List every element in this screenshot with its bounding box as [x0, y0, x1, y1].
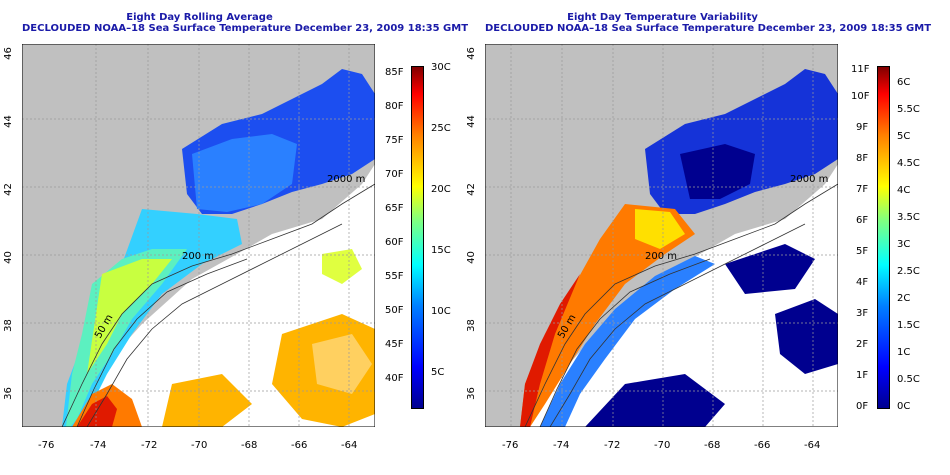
- left-cb-c-label: 15C: [431, 245, 451, 256]
- right-cb-f-label: 6F: [856, 215, 869, 226]
- right-cb-c-label: 1.5C: [897, 320, 920, 331]
- right-title-line1: Eight Day Temperature Variability: [567, 12, 758, 23]
- right-shelf-orange: [520, 204, 695, 427]
- left-map: 2000 m 200 m 50 m: [22, 44, 375, 427]
- left-y-tick: 40: [2, 251, 14, 264]
- right-cb-f-label: 9F: [856, 122, 869, 133]
- right-cb-c-label: 0.5C: [897, 374, 920, 385]
- left-x-tick: -76: [38, 440, 55, 451]
- left-x-tick: -72: [141, 440, 158, 451]
- left-contour-label-200: 200 m: [182, 251, 214, 262]
- right-cb-c-label: 6C: [897, 77, 911, 88]
- right-cb-c-label: 5C: [897, 131, 911, 142]
- left-colorbar: [411, 66, 424, 409]
- left-title-line1: Eight Day Rolling Average: [126, 12, 273, 23]
- left-y-tick: 36: [2, 387, 14, 400]
- left-cb-f-label: 55F: [385, 271, 404, 282]
- right-shelf-red: [520, 274, 580, 427]
- right-x-tick: -64: [804, 440, 821, 451]
- right-cb-f-label: 11F: [851, 64, 870, 75]
- right-x-tick: -68: [704, 440, 721, 451]
- left-shelf-yellow: [87, 259, 172, 374]
- right-x-tick: -72: [604, 440, 621, 451]
- right-colorbar: [877, 66, 890, 409]
- left-y-tick: 44: [2, 115, 14, 128]
- left-cb-c-label: 20C: [431, 184, 451, 195]
- right-shelf-edge-blue: [540, 256, 715, 427]
- right-cb-c-label: 5.5C: [897, 104, 920, 115]
- left-grid: [22, 44, 375, 427]
- left-y-tick: 42: [2, 183, 14, 196]
- right-cb-f-label: 7F: [856, 184, 869, 195]
- right-map: 2000 m 200 m 50 m: [485, 44, 838, 427]
- right-grid: [485, 44, 838, 427]
- left-y-tick: 38: [2, 319, 14, 332]
- left-shelf-warm: [62, 209, 242, 427]
- right-contour-label-2000: 2000 m: [790, 174, 828, 185]
- left-contours: [61, 183, 375, 427]
- left-cb-f-label: 80F: [385, 101, 404, 112]
- left-y-tick: 46: [2, 47, 14, 60]
- left-cb-f-label: 40F: [385, 373, 404, 384]
- left-x-tick: -70: [191, 440, 208, 451]
- right-x-tick: -66: [754, 440, 771, 451]
- right-x-tick: -74: [553, 440, 570, 451]
- right-y-tick: 44: [465, 115, 477, 128]
- left-cb-f-label: 85F: [385, 67, 404, 78]
- left-warm-patches-light: [312, 334, 372, 394]
- left-gulf-stream-red: [77, 396, 117, 427]
- right-cb-c-label: 0C: [897, 401, 911, 412]
- left-cb-f-label: 50F: [385, 305, 404, 316]
- right-cb-c-label: 1C: [897, 347, 911, 358]
- left-cb-c-label: 30C: [431, 62, 451, 73]
- right-cb-f-label: 10F: [851, 91, 870, 102]
- right-x-tick: -70: [654, 440, 671, 451]
- left-cb-f-label: 60F: [385, 237, 404, 248]
- right-title: Eight Day Temperature Variability DECLOU…: [485, 12, 932, 34]
- right-cb-f-label: 1F: [856, 370, 869, 381]
- left-mid-patches: [322, 249, 362, 284]
- right-cb-f-label: 0F: [856, 401, 869, 412]
- left-gulf-shelf-cyan: [192, 134, 297, 212]
- left-cb-c-label: 25C: [431, 123, 451, 134]
- left-title-line2: DECLOUDED NOAA–18 Sea Surface Temperatur…: [22, 23, 469, 34]
- right-cb-c-label: 3C: [897, 239, 911, 250]
- right-cb-c-label: 4.5C: [897, 158, 920, 169]
- right-cb-c-label: 3.5C: [897, 212, 920, 223]
- right-offshore-dark: [585, 244, 838, 427]
- left-cb-f-label: 65F: [385, 203, 404, 214]
- right-y-tick: 40: [465, 251, 477, 264]
- right-cb-f-label: 8F: [856, 153, 869, 164]
- left-cb-c-label: 5C: [431, 367, 445, 378]
- right-cb-c-label: 2.5C: [897, 266, 920, 277]
- right-cb-f-label: 5F: [856, 246, 869, 257]
- right-shelf-yellow: [635, 209, 685, 249]
- right-cb-f-label: 2F: [856, 339, 869, 350]
- left-cb-c-label: 10C: [431, 306, 451, 317]
- right-cb-f-label: 3F: [856, 308, 869, 319]
- right-y-tick: 42: [465, 183, 477, 196]
- right-title-line2: DECLOUDED NOAA–18 Sea Surface Temperatur…: [485, 23, 932, 34]
- right-y-tick: 38: [465, 319, 477, 332]
- right-x-tick: -76: [502, 440, 519, 451]
- left-contour-label-2000: 2000 m: [327, 174, 365, 185]
- right-y-tick: 46: [465, 47, 477, 60]
- right-cb-c-label: 4C: [897, 185, 911, 196]
- right-contour-label-200: 200 m: [645, 251, 677, 262]
- left-x-tick: -68: [241, 440, 258, 451]
- right-y-tick: 36: [465, 387, 477, 400]
- right-gulf-dark: [680, 144, 755, 199]
- left-cb-f-label: 45F: [385, 339, 404, 350]
- left-x-tick: -64: [341, 440, 358, 451]
- left-x-tick: -74: [90, 440, 107, 451]
- left-title: Eight Day Rolling Average DECLOUDED NOAA…: [22, 12, 469, 34]
- right-cb-f-label: 4F: [856, 277, 869, 288]
- right-contours: [524, 183, 838, 427]
- left-x-tick: -66: [291, 440, 308, 451]
- left-cb-f-label: 75F: [385, 135, 404, 146]
- left-cb-f-label: 70F: [385, 169, 404, 180]
- right-cb-c-label: 2C: [897, 293, 911, 304]
